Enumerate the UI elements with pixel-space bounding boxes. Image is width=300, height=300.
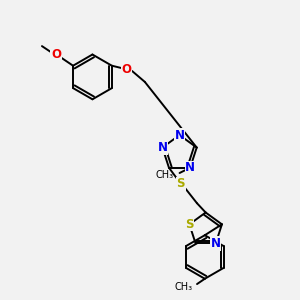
Text: N: N bbox=[158, 141, 167, 154]
Text: CH₃: CH₃ bbox=[156, 170, 174, 181]
Text: CH₃: CH₃ bbox=[175, 281, 193, 292]
Text: O: O bbox=[122, 63, 132, 76]
Text: N: N bbox=[211, 237, 221, 250]
Text: S: S bbox=[176, 177, 185, 190]
Text: N: N bbox=[175, 129, 184, 142]
Text: S: S bbox=[185, 218, 194, 231]
Text: O: O bbox=[51, 48, 61, 61]
Text: N: N bbox=[185, 161, 195, 174]
